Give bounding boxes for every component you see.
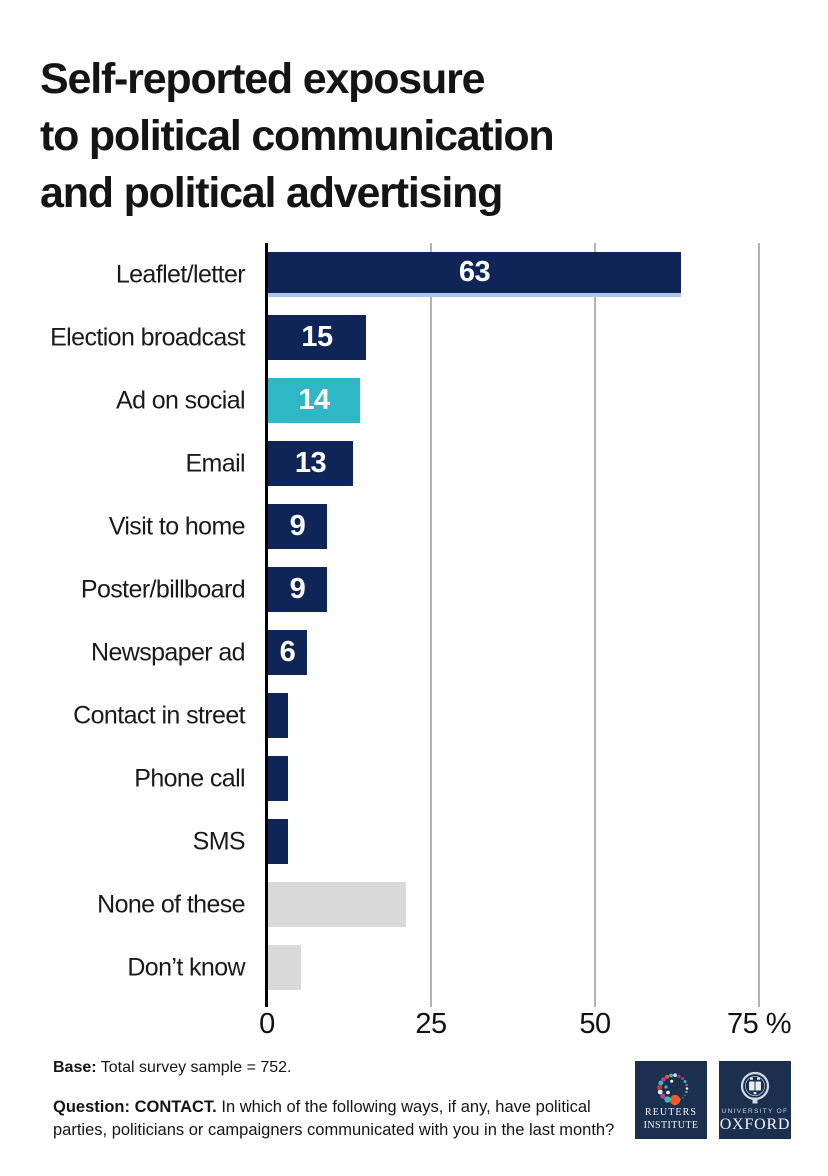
chart-title-line-3: and political advertising bbox=[40, 168, 503, 217]
category-label: Visit to home bbox=[108, 512, 246, 540]
bar-value-label: 63 bbox=[458, 256, 491, 288]
bar-chart: Leaflet/letter 63 Election broadcast 15 Ad o… bbox=[0, 243, 828, 999]
bar-sms bbox=[268, 819, 288, 864]
category-label: Ad on social bbox=[116, 386, 246, 414]
category-label: Email bbox=[185, 449, 245, 477]
chart-row: Visit to home 9 bbox=[0, 495, 828, 558]
chart-row: Phone call bbox=[0, 747, 828, 810]
base-note: Base: Total survey sample = 752. bbox=[53, 1059, 292, 1077]
chart-row: Election broadcast 15 bbox=[0, 306, 828, 369]
category-label: SMS bbox=[192, 827, 246, 855]
chart-row: Leaflet/letter 63 bbox=[0, 243, 828, 306]
category-label: Leaflet/letter bbox=[115, 260, 246, 288]
x-axis-tick bbox=[430, 999, 432, 1007]
bar-value-label: 15 bbox=[301, 321, 333, 353]
bar-value-label: 13 bbox=[294, 447, 327, 479]
chart-title: Self-reported exposure to political comm… bbox=[40, 51, 555, 222]
bar-value-label: 6 bbox=[279, 636, 296, 668]
category-label: Election broadcast bbox=[50, 323, 245, 351]
gridline-50 bbox=[594, 243, 596, 999]
x-axis-tick bbox=[758, 999, 760, 1007]
oxford-university-logo: UNIVERSITY OF OXFORD bbox=[719, 1061, 791, 1139]
x-axis-tick bbox=[594, 999, 596, 1007]
chart-title-line-2: to political communication bbox=[40, 111, 555, 160]
bar-newspaper-ad: 6 bbox=[268, 630, 307, 675]
bar-visit-to-home: 9 bbox=[268, 504, 327, 549]
bar-ad-on-social: 14 bbox=[268, 378, 360, 423]
question-note-label: Question: CONTACT. bbox=[53, 1098, 217, 1116]
gridline-75 bbox=[758, 243, 760, 999]
chart-row: None of these bbox=[0, 873, 828, 936]
category-label: Poster/billboard bbox=[80, 575, 246, 603]
x-axis-label: 50 bbox=[579, 1008, 611, 1040]
category-label: Newspaper ad bbox=[90, 638, 246, 666]
category-label: None of these bbox=[97, 890, 245, 918]
chart-row: Newspaper ad 6 bbox=[0, 621, 828, 684]
x-axis-label: 75 % bbox=[726, 1008, 792, 1040]
gridline-25 bbox=[430, 243, 432, 999]
category-label: Don’t know bbox=[127, 953, 245, 981]
bar-contact-in-street bbox=[268, 693, 288, 738]
bar-phone-call bbox=[268, 756, 288, 801]
bar-don-t-know bbox=[268, 945, 301, 990]
question-note-text: In which of the following ways, if any, … bbox=[53, 1098, 615, 1139]
base-note-text: Total survey sample = 752. bbox=[96, 1059, 292, 1076]
reuters-institute-logo: REUTERS INSTITUTE bbox=[635, 1061, 707, 1139]
bar-poster-billboard: 9 bbox=[268, 567, 327, 612]
reuters-logo-line-2: INSTITUTE bbox=[643, 1119, 699, 1131]
chart-row: Contact in street bbox=[0, 684, 828, 747]
bar-leaflet-letter: 63 bbox=[268, 252, 681, 297]
oxford-crest-icon bbox=[719, 1061, 791, 1139]
base-note-label: Base: bbox=[53, 1059, 97, 1076]
bar-value-label: 14 bbox=[298, 384, 330, 416]
bar-value-label: 9 bbox=[289, 510, 306, 542]
chart-row: Email 13 bbox=[0, 432, 828, 495]
chart-title-line-1: Self-reported exposure bbox=[40, 54, 486, 103]
reuters-dots-icon bbox=[635, 1061, 707, 1139]
oxford-logo-line-1: UNIVERSITY OF bbox=[721, 1107, 789, 1115]
x-axis-label: 25 bbox=[415, 1008, 447, 1040]
category-label: Contact in street bbox=[73, 701, 245, 729]
bar-value-label: 9 bbox=[289, 573, 306, 605]
chart-row: Poster/billboard 9 bbox=[0, 558, 828, 621]
chart-row: Don’t know bbox=[0, 936, 828, 999]
bar-email: 13 bbox=[268, 441, 353, 486]
reuters-logo-line-1: REUTERS bbox=[644, 1106, 698, 1118]
category-label: Phone call bbox=[134, 764, 245, 792]
chart-row: Ad on social 14 bbox=[0, 369, 828, 432]
bar-election-broadcast: 15 bbox=[268, 315, 366, 360]
x-axis-label: 0 bbox=[259, 1008, 275, 1040]
question-note: Question: CONTACT. In which of the follo… bbox=[53, 1096, 627, 1142]
y-axis-line bbox=[265, 243, 268, 1007]
oxford-logo-line-2: OXFORD bbox=[719, 1115, 791, 1133]
chart-row: SMS bbox=[0, 810, 828, 873]
bar-none-of-these bbox=[268, 882, 406, 927]
